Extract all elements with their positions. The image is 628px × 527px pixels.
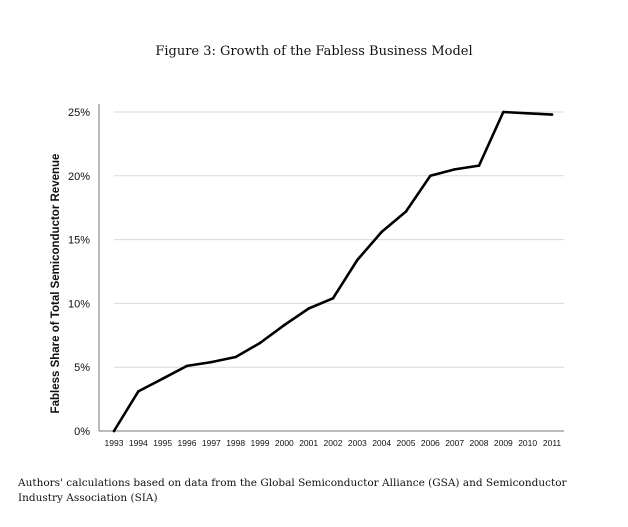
- data-point: [112, 429, 116, 433]
- x-tick-label: 1999: [251, 438, 270, 448]
- data-point: [356, 258, 359, 262]
- data-point: [258, 341, 262, 345]
- data-point: [307, 307, 310, 310]
- data-point: [161, 377, 164, 380]
- y-axis-label: Fabless Share of Total Semiconductor Rev…: [50, 154, 62, 414]
- data-point: [234, 355, 237, 359]
- x-tick-label: 2002: [324, 438, 343, 448]
- x-tick-label: 1994: [129, 438, 148, 448]
- x-tick-label: 1993: [105, 438, 124, 448]
- data-point: [404, 210, 408, 213]
- data-point: [502, 110, 505, 114]
- y-tick-label: 5%: [74, 362, 90, 374]
- x-tick-label: 2011: [543, 438, 562, 448]
- figure-title: Figure 3: Growth of the Fabless Business…: [155, 44, 473, 59]
- data-point: [185, 364, 189, 368]
- data-point: [526, 111, 529, 115]
- x-tick-label: 1996: [178, 438, 197, 448]
- x-tick-label: 1997: [202, 438, 221, 448]
- series-group: [112, 110, 554, 433]
- y-tick-label: 10%: [68, 298, 90, 310]
- y-tick-label: 20%: [68, 171, 90, 183]
- figure-caption: Authors' calculations based on data from…: [18, 477, 567, 504]
- data-point: [550, 113, 554, 116]
- x-tick-label: 2004: [372, 438, 391, 448]
- data-point: [429, 174, 432, 178]
- data-point: [210, 360, 213, 364]
- gridlines: [114, 111, 564, 368]
- x-tick-label: 2007: [445, 438, 464, 448]
- x-tick-label: 2005: [397, 438, 416, 448]
- x-tick-label: 2008: [470, 438, 489, 448]
- data-point: [380, 230, 383, 234]
- x-tick-label: 1998: [226, 438, 245, 448]
- line-chart: 0%5%10%15%20%25% 1993 1994 1995 1996 1997 199…: [50, 104, 564, 448]
- y-tick-label: 25%: [68, 107, 90, 119]
- x-tick-label: 2009: [494, 438, 513, 448]
- data-point: [477, 164, 481, 167]
- y-tick-label: 0%: [74, 426, 90, 438]
- x-tick-label: 2010: [518, 438, 537, 448]
- x-tick-labels: 1993 1994 1995 1996 1997 1998 1999 2000 2001 2002…: [105, 438, 562, 448]
- data-point: [137, 390, 140, 393]
- x-tick-label: 2001: [299, 438, 318, 448]
- series-line: [112, 110, 554, 433]
- y-tick-labels: 0% 5% 10% 15% 20% 25%: [68, 107, 90, 438]
- x-tick-label: 2000: [275, 438, 294, 448]
- data-point: [453, 168, 456, 171]
- x-tick-label: 1995: [153, 438, 172, 448]
- x-tick-label: 2006: [421, 438, 440, 448]
- y-tick-label: 15%: [68, 235, 90, 247]
- x-tick-label: 2003: [348, 438, 367, 448]
- data-point: [331, 296, 335, 300]
- data-point: [283, 323, 286, 327]
